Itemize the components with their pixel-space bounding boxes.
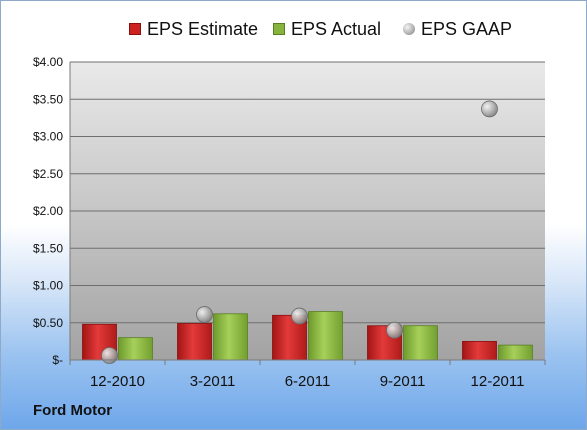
- legend-eps-gaap: EPS GAAP: [403, 16, 512, 42]
- legend-eps-actual: EPS Actual: [273, 16, 381, 42]
- legend-label: EPS Actual: [291, 18, 382, 39]
- y-tick-label: $2.00: [33, 204, 63, 218]
- eps-gaap-point: [481, 100, 498, 118]
- y-tick-label: $3.50: [33, 92, 63, 106]
- eps-actual-bar: [498, 344, 533, 361]
- legend-swatch: [273, 23, 285, 35]
- legend-swatch: [129, 23, 141, 35]
- eps-actual-bar: [118, 337, 153, 361]
- company-label: Ford Motor: [33, 402, 113, 419]
- eps-estimate-bar: [462, 340, 497, 361]
- y-tick-label: $-: [52, 353, 63, 367]
- eps-gaap-point: [386, 321, 403, 339]
- y-tick-label: $4.00: [33, 55, 63, 69]
- legend-eps-estimate: EPS Estimate: [129, 16, 258, 42]
- y-tick-label: $0.50: [33, 316, 63, 330]
- x-tick-label: 12-2010: [90, 373, 145, 390]
- y-tick-label: $1.50: [33, 241, 63, 255]
- eps-estimate-bar: [177, 323, 212, 361]
- eps-actual-bar: [213, 313, 248, 361]
- y-tick-label: $2.50: [33, 167, 63, 181]
- eps-gaap-point: [196, 306, 213, 323]
- x-tick-label: 6-2011: [285, 373, 331, 390]
- chart-legend: EPS Estimate EPS Actual EPS GAAP: [0, 16, 587, 42]
- x-tick-label: 3-2011: [190, 373, 236, 390]
- eps-actual-bar: [308, 311, 343, 361]
- eps-gaap-point: [101, 347, 118, 364]
- legend-label: EPS Estimate: [147, 18, 259, 39]
- legend-label: EPS GAAP: [421, 18, 513, 39]
- y-tick-label: $1.00: [33, 279, 63, 293]
- y-tick-label: $3.00: [33, 130, 63, 144]
- x-tick-label: 12-2011: [471, 373, 525, 390]
- eps-gaap-point: [291, 307, 308, 325]
- eps-actual-bar: [403, 325, 438, 361]
- legend-swatch: [403, 23, 415, 35]
- x-tick-label: 9-2011: [380, 373, 426, 390]
